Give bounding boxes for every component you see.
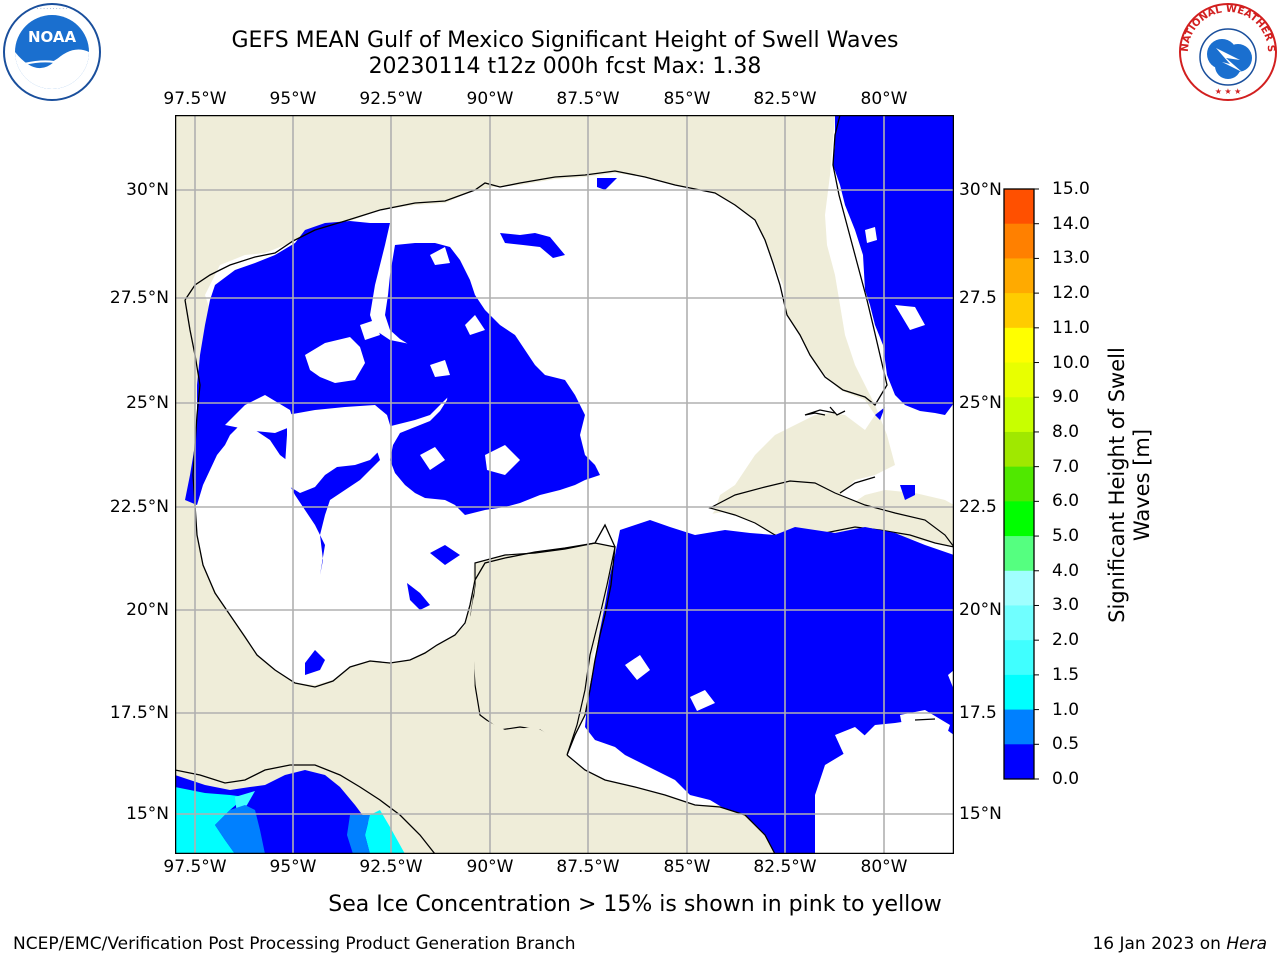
colorbar-segment-4 xyxy=(1004,327,1034,364)
lat-label-3: 22.5°N xyxy=(109,497,169,517)
lon-label-2: 92.5°W xyxy=(359,89,423,109)
lon-label-1: 95°W xyxy=(269,89,317,109)
central-america-land xyxy=(175,563,775,854)
svg-text:★ ★ ★: ★ ★ ★ xyxy=(1215,87,1242,96)
lat-label-4: 20°N xyxy=(126,600,169,620)
colorbar-tick-10: 5.0 xyxy=(1052,526,1080,547)
lon-label-7: 80°W xyxy=(860,89,908,109)
footer-date: 16 Jan 2023 on Hera xyxy=(1092,934,1267,954)
colorbar-segment-13 xyxy=(1004,640,1034,676)
colorbar-tick-17: 0.0 xyxy=(1052,769,1080,789)
colorbar-segment-8 xyxy=(1004,466,1034,502)
colorbar-tick-9: 6.0 xyxy=(1052,491,1080,512)
lon-label-0: 97.5°W xyxy=(163,89,227,109)
lat-label-2: 25°N xyxy=(126,393,169,413)
colorbar-tick-15: 1.0 xyxy=(1052,699,1080,720)
colorbar-tick-0: 15.0 xyxy=(1052,179,1090,199)
colorbar-segment-3 xyxy=(1004,293,1034,329)
colorbar-segment-0 xyxy=(1004,189,1034,225)
lat-label-0: 30°N xyxy=(126,180,169,200)
colorbar-label: Significant Height of Swell Waves [m] xyxy=(1105,347,1154,623)
chart-subtitle-forecast: 20230114 t12z 000h fcst Max: 1.38 xyxy=(368,54,762,79)
colorbar-tick-1: 14.0 xyxy=(1052,213,1090,234)
lon-label-0: 97.5°W xyxy=(163,857,227,877)
colorbar-tick-13: 2.0 xyxy=(1052,630,1080,651)
lat-label-6: 15°N xyxy=(126,804,169,824)
swell-field-white-cells xyxy=(225,227,954,757)
colorbar-segment-1 xyxy=(1004,223,1034,259)
colorbar-tick-14: 1.5 xyxy=(1052,664,1080,685)
colorbar-tick-2: 13.0 xyxy=(1052,248,1090,269)
colorbar-segment-7 xyxy=(1004,431,1034,468)
lon-label-2: 92.5°W xyxy=(359,857,423,877)
sea-ice-note: Sea Ice Concentration > 15% is shown in … xyxy=(328,892,942,917)
colorbar-border xyxy=(1003,188,1035,780)
lon-label-7: 80°W xyxy=(860,857,908,877)
lat-label-3: 22.5 xyxy=(959,497,997,517)
colorbar-tick-3: 12.0 xyxy=(1052,283,1090,304)
colorbar-segment-11 xyxy=(1004,570,1034,606)
lon-label-1: 95°W xyxy=(269,857,317,877)
colorbar-tick-16: 0.5 xyxy=(1052,734,1080,755)
lat-label-5: 17.5°N xyxy=(109,703,169,723)
colorbar-segment-15 xyxy=(1004,709,1034,745)
lat-label-0: 30°N xyxy=(959,180,1002,200)
lat-label-4: 20°N xyxy=(959,600,1002,620)
colorbar-segment-14 xyxy=(1004,674,1034,711)
colorbar-tick-8: 7.0 xyxy=(1052,456,1080,477)
swell-field-blue xyxy=(175,115,954,854)
lat-label-2: 25°N xyxy=(959,393,1002,413)
colorbar-tick-4: 11.0 xyxy=(1052,317,1090,338)
colorbar-segment-5 xyxy=(1004,362,1034,398)
lon-label-6: 82.5°W xyxy=(753,857,817,877)
chart-title: GEFS MEAN Gulf of Mexico Significant Hei… xyxy=(231,28,899,53)
swell-field-cyan xyxy=(175,787,405,854)
lon-label-4: 87.5°W xyxy=(556,89,620,109)
lon-label-4: 87.5°W xyxy=(556,857,620,877)
colorbar-segment-9 xyxy=(1004,501,1034,537)
colorbar-tick-12: 3.0 xyxy=(1052,595,1080,616)
colorbar-tick-7: 8.0 xyxy=(1052,421,1080,442)
nws-logo: NATIONAL WEATHER SERVICE ★ ★ ★ xyxy=(1178,2,1277,101)
lat-label-1: 27.5°N xyxy=(109,288,169,308)
colorbar-segment-6 xyxy=(1004,397,1034,433)
graticule xyxy=(175,115,954,854)
lon-label-5: 85°W xyxy=(663,857,711,877)
lon-label-5: 85°W xyxy=(663,89,711,109)
colorbar-tick-11: 4.0 xyxy=(1052,560,1080,581)
footer-credit: NCEP/EMC/Verification Post Processing Pr… xyxy=(13,934,576,954)
colorbar-segment-10 xyxy=(1004,536,1034,572)
colorbar-tick-5: 10.0 xyxy=(1052,352,1090,373)
colorbar-tick-6: 9.0 xyxy=(1052,387,1080,408)
lat-label-5: 17.5 xyxy=(959,703,997,723)
svg-text:NOAA: NOAA xyxy=(28,28,77,46)
coastlines xyxy=(175,115,936,854)
map-border xyxy=(175,115,954,854)
colorbar-segment-16 xyxy=(1004,744,1034,780)
lon-label-3: 90°W xyxy=(466,89,514,109)
lat-label-1: 27.5 xyxy=(959,288,997,308)
svg-text:· · · · · · · · · ·: · · · · · · · · · · xyxy=(37,6,68,12)
lat-label-6: 15°N xyxy=(959,804,1002,824)
map-panel xyxy=(175,115,954,854)
colorbar-segment-12 xyxy=(1004,605,1034,641)
colorbar-segment-2 xyxy=(1004,258,1034,294)
lon-label-6: 82.5°W xyxy=(753,89,817,109)
noaa-logo: NOAA · · · · · · · · · · xyxy=(3,3,101,101)
colorbar xyxy=(1003,188,1039,780)
lon-label-3: 90°W xyxy=(466,857,514,877)
